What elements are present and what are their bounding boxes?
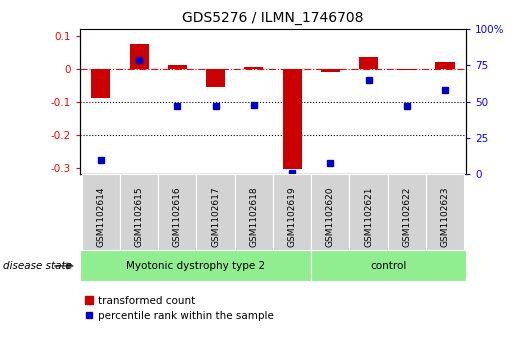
Text: GSM1102615: GSM1102615 bbox=[134, 186, 144, 247]
Text: Myotonic dystrophy type 2: Myotonic dystrophy type 2 bbox=[126, 261, 265, 271]
Bar bbox=[311, 174, 350, 250]
Bar bbox=[168, 65, 187, 69]
Text: GSM1102616: GSM1102616 bbox=[173, 186, 182, 247]
Bar bbox=[91, 69, 110, 98]
Bar bbox=[359, 57, 378, 69]
Text: GSM1102620: GSM1102620 bbox=[326, 186, 335, 247]
Text: control: control bbox=[370, 261, 407, 271]
Text: GSM1102614: GSM1102614 bbox=[96, 186, 106, 247]
Bar bbox=[283, 69, 302, 169]
Bar bbox=[120, 174, 158, 250]
Bar bbox=[80, 250, 311, 281]
Bar bbox=[426, 174, 464, 250]
Bar bbox=[350, 174, 388, 250]
Bar bbox=[273, 174, 311, 250]
Bar bbox=[130, 44, 149, 69]
Text: disease state: disease state bbox=[3, 261, 72, 271]
Text: GSM1102619: GSM1102619 bbox=[287, 186, 297, 247]
Text: GSM1102617: GSM1102617 bbox=[211, 186, 220, 247]
Text: GSM1102618: GSM1102618 bbox=[249, 186, 259, 247]
Bar bbox=[397, 69, 416, 70]
Bar bbox=[206, 69, 225, 87]
Text: GSM1102622: GSM1102622 bbox=[402, 186, 411, 247]
Bar bbox=[82, 174, 120, 250]
Bar bbox=[321, 69, 340, 72]
Bar bbox=[388, 174, 426, 250]
Bar bbox=[436, 62, 455, 69]
Bar bbox=[158, 174, 196, 250]
Bar bbox=[311, 250, 466, 281]
Bar bbox=[235, 174, 273, 250]
Title: GDS5276 / ILMN_1746708: GDS5276 / ILMN_1746708 bbox=[182, 11, 364, 25]
Legend: transformed count, percentile rank within the sample: transformed count, percentile rank withi… bbox=[85, 295, 273, 321]
Bar bbox=[196, 174, 235, 250]
Text: GSM1102621: GSM1102621 bbox=[364, 186, 373, 247]
Bar bbox=[244, 67, 263, 69]
Text: GSM1102623: GSM1102623 bbox=[440, 186, 450, 247]
